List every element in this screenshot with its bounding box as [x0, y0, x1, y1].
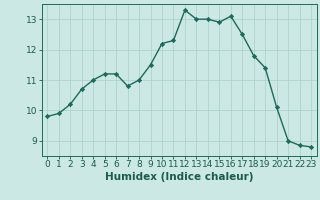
- X-axis label: Humidex (Indice chaleur): Humidex (Indice chaleur): [105, 172, 253, 182]
